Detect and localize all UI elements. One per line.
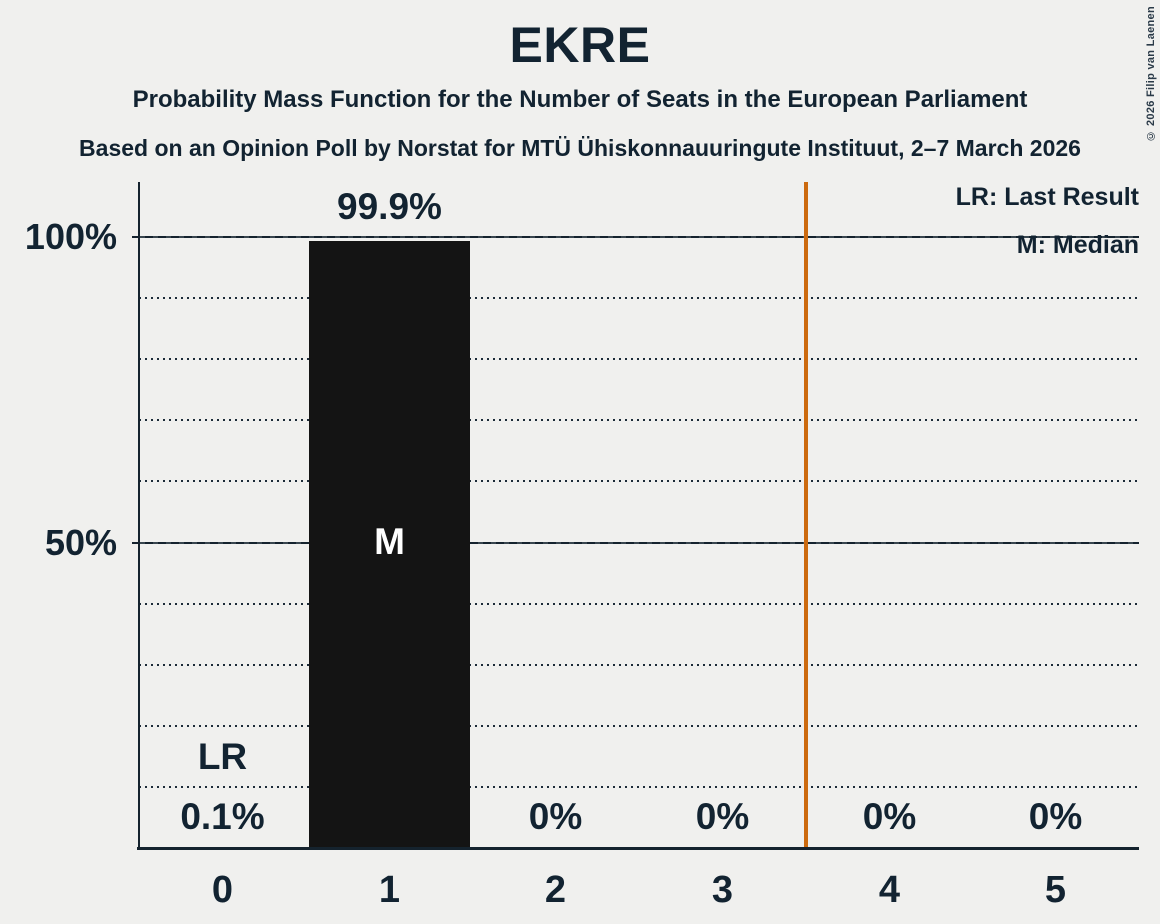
chart-subtitle: Probability Mass Function for the Number… <box>132 86 1028 113</box>
x-tick-label: 2 <box>544 869 567 911</box>
y-tick-label: 50% <box>44 522 117 563</box>
gridline <box>139 786 1139 788</box>
pmf-bar <box>309 241 470 848</box>
x-tick-label: 1 <box>378 869 401 911</box>
gridline <box>139 603 1139 605</box>
gridline <box>132 236 1139 238</box>
x-tick-label: 5 <box>1044 869 1067 911</box>
legend-median: M: Median <box>1016 231 1139 259</box>
y-axis <box>138 182 140 850</box>
gridline <box>132 542 1139 544</box>
value-label: 0% <box>1028 796 1083 837</box>
gridline <box>139 358 1139 360</box>
gridline <box>139 419 1139 421</box>
value-label: 0% <box>862 796 917 837</box>
x-tick-label: 4 <box>878 869 901 911</box>
last-result-marker: LR <box>197 736 248 777</box>
x-tick-label: 0 <box>211 869 234 911</box>
legend-last-result: LR: Last Result <box>955 183 1139 211</box>
chart-source-line: Based on an Opinion Poll by Norstat for … <box>79 135 1081 161</box>
gridline <box>139 480 1139 482</box>
value-label: 0% <box>695 796 750 837</box>
median-marker: M <box>374 521 405 562</box>
x-axis <box>137 847 1139 850</box>
x-tick-label: 3 <box>711 869 734 911</box>
value-label: 99.9% <box>337 186 442 227</box>
value-label: 0% <box>528 796 583 837</box>
chart-title: EKRE <box>509 17 651 73</box>
majority-threshold-line <box>804 182 808 848</box>
y-tick-label: 100% <box>24 216 117 257</box>
gridline <box>139 664 1139 666</box>
value-label: 0.1% <box>180 796 265 837</box>
gridline <box>139 297 1139 299</box>
gridline <box>139 725 1139 727</box>
